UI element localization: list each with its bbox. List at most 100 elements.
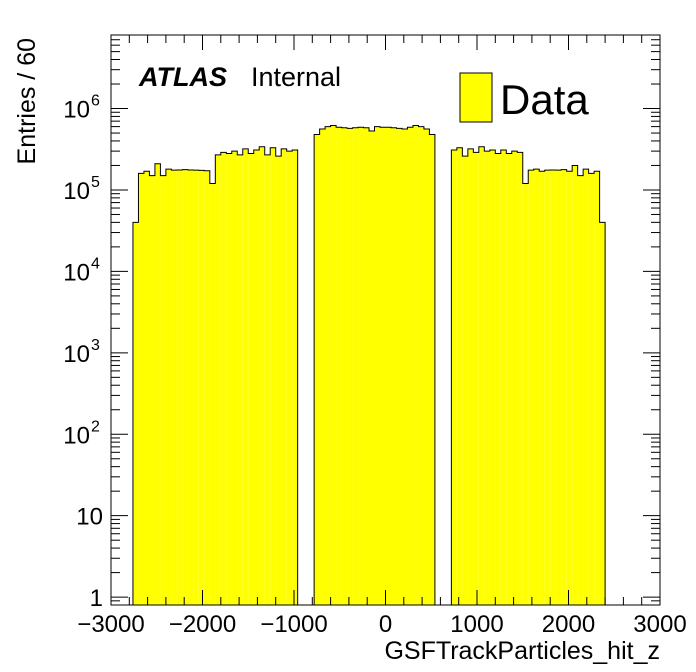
histogram-bin <box>341 127 348 605</box>
histogram-bin <box>187 169 194 605</box>
histogram-bin <box>423 129 430 605</box>
y-tick-label: 10 <box>63 178 90 205</box>
histogram-bin <box>522 183 529 605</box>
histogram-bin <box>544 170 551 605</box>
histogram-bars <box>132 124 606 606</box>
histogram-bin <box>495 153 501 606</box>
histogram-bin <box>204 170 210 605</box>
histogram-bin <box>451 149 457 605</box>
histogram-bin <box>314 134 320 605</box>
histogram-bin <box>138 173 144 605</box>
y-tick-label: 1 <box>90 585 103 612</box>
histogram-bin <box>462 156 468 605</box>
x-tick-label: 1000 <box>450 611 503 638</box>
histogram-bin <box>369 130 375 606</box>
histogram-bin <box>489 149 496 605</box>
histogram-bin <box>456 147 463 605</box>
histogram-bin <box>220 152 227 606</box>
x-axis-title: GSFTrackParticles_hit_z <box>384 637 660 665</box>
y-tick-label: 10 <box>63 97 90 124</box>
histogram-bin <box>506 153 512 606</box>
histogram-bin <box>599 222 606 606</box>
histogram-bin <box>352 127 359 605</box>
histogram-bin <box>253 149 260 605</box>
y-tick-exponent: 2 <box>91 418 100 435</box>
x-tick-label: −1000 <box>260 611 327 638</box>
histogram-bin <box>248 153 254 606</box>
histogram-bin <box>511 151 518 605</box>
y-tick-exponent: 4 <box>91 255 100 272</box>
histogram-bin <box>363 127 370 605</box>
histogram-bin <box>154 163 161 606</box>
histogram-bin <box>347 128 353 606</box>
histogram-bin <box>583 169 589 605</box>
internal-label: Internal <box>251 62 341 92</box>
histogram-bin <box>264 154 271 605</box>
x-tick-label: 3000 <box>633 611 686 638</box>
histogram-bin <box>336 127 342 605</box>
histogram-bin <box>209 183 216 605</box>
histogram-bin <box>429 134 435 605</box>
histogram-bin <box>149 175 155 605</box>
histogram-bin <box>132 222 139 606</box>
histogram-bin <box>396 128 402 606</box>
histogram-outline <box>450 146 606 605</box>
histogram-bin <box>500 149 507 605</box>
histogram-bin <box>325 126 331 605</box>
x-tick-label: −2000 <box>169 611 236 638</box>
histogram-bin <box>330 125 337 606</box>
histogram-bin <box>242 148 249 605</box>
y-tick-exponent: 6 <box>91 93 100 110</box>
histogram-bin <box>160 175 166 605</box>
y-tick-exponent: 5 <box>91 174 100 191</box>
y-tick-label: 10 <box>76 504 103 531</box>
histogram-bin <box>171 170 177 605</box>
histogram-bin <box>401 129 408 605</box>
histogram-bin <box>292 149 298 605</box>
histogram-bin <box>467 148 474 605</box>
legend-label: Data <box>500 76 589 123</box>
histogram-bin <box>566 171 573 605</box>
histogram-bin <box>588 173 595 605</box>
histogram-bin <box>550 169 556 605</box>
histogram-bin <box>198 170 205 606</box>
legend-swatch <box>459 72 493 123</box>
histogram-bin <box>275 156 282 605</box>
histogram-bin <box>182 169 188 605</box>
histogram-bin <box>270 147 276 605</box>
histogram-bin <box>594 171 600 605</box>
histogram-bin <box>237 154 243 605</box>
histogram-bin <box>528 170 534 605</box>
histogram-bin <box>478 146 485 605</box>
histogram-bin <box>231 151 238 605</box>
histogram-bin <box>561 169 567 605</box>
histogram-bin <box>517 152 523 606</box>
histogram-outline <box>132 146 299 605</box>
histogram-bin <box>418 126 424 605</box>
histogram-bin <box>385 127 391 605</box>
histogram-bin <box>473 152 479 606</box>
x-tick-label: −3000 <box>77 611 144 638</box>
histogram-bin <box>259 146 265 605</box>
histogram-bin <box>572 165 578 605</box>
histogram-bin <box>533 169 540 605</box>
y-tick-label: 10 <box>63 341 90 368</box>
histogram-bin <box>319 129 326 605</box>
atlas-label: ATLAS <box>138 62 227 92</box>
y-axis-title: Entries / 60 <box>13 38 41 164</box>
histogram-bin <box>226 153 232 606</box>
histogram-bin <box>380 127 386 605</box>
histogram-bin <box>577 175 584 605</box>
y-tick-label: 10 <box>63 259 90 286</box>
histogram-bin <box>374 126 381 605</box>
histogram-outline <box>313 124 436 605</box>
histogram-bin <box>215 154 221 605</box>
histogram-bin <box>143 171 150 605</box>
histogram-bin <box>539 171 545 605</box>
histogram-bin <box>412 125 419 606</box>
x-tick-label: 0 <box>379 611 392 638</box>
histogram-bin <box>555 170 562 605</box>
histogram-bin <box>358 127 364 605</box>
histogram-bin <box>484 151 490 605</box>
